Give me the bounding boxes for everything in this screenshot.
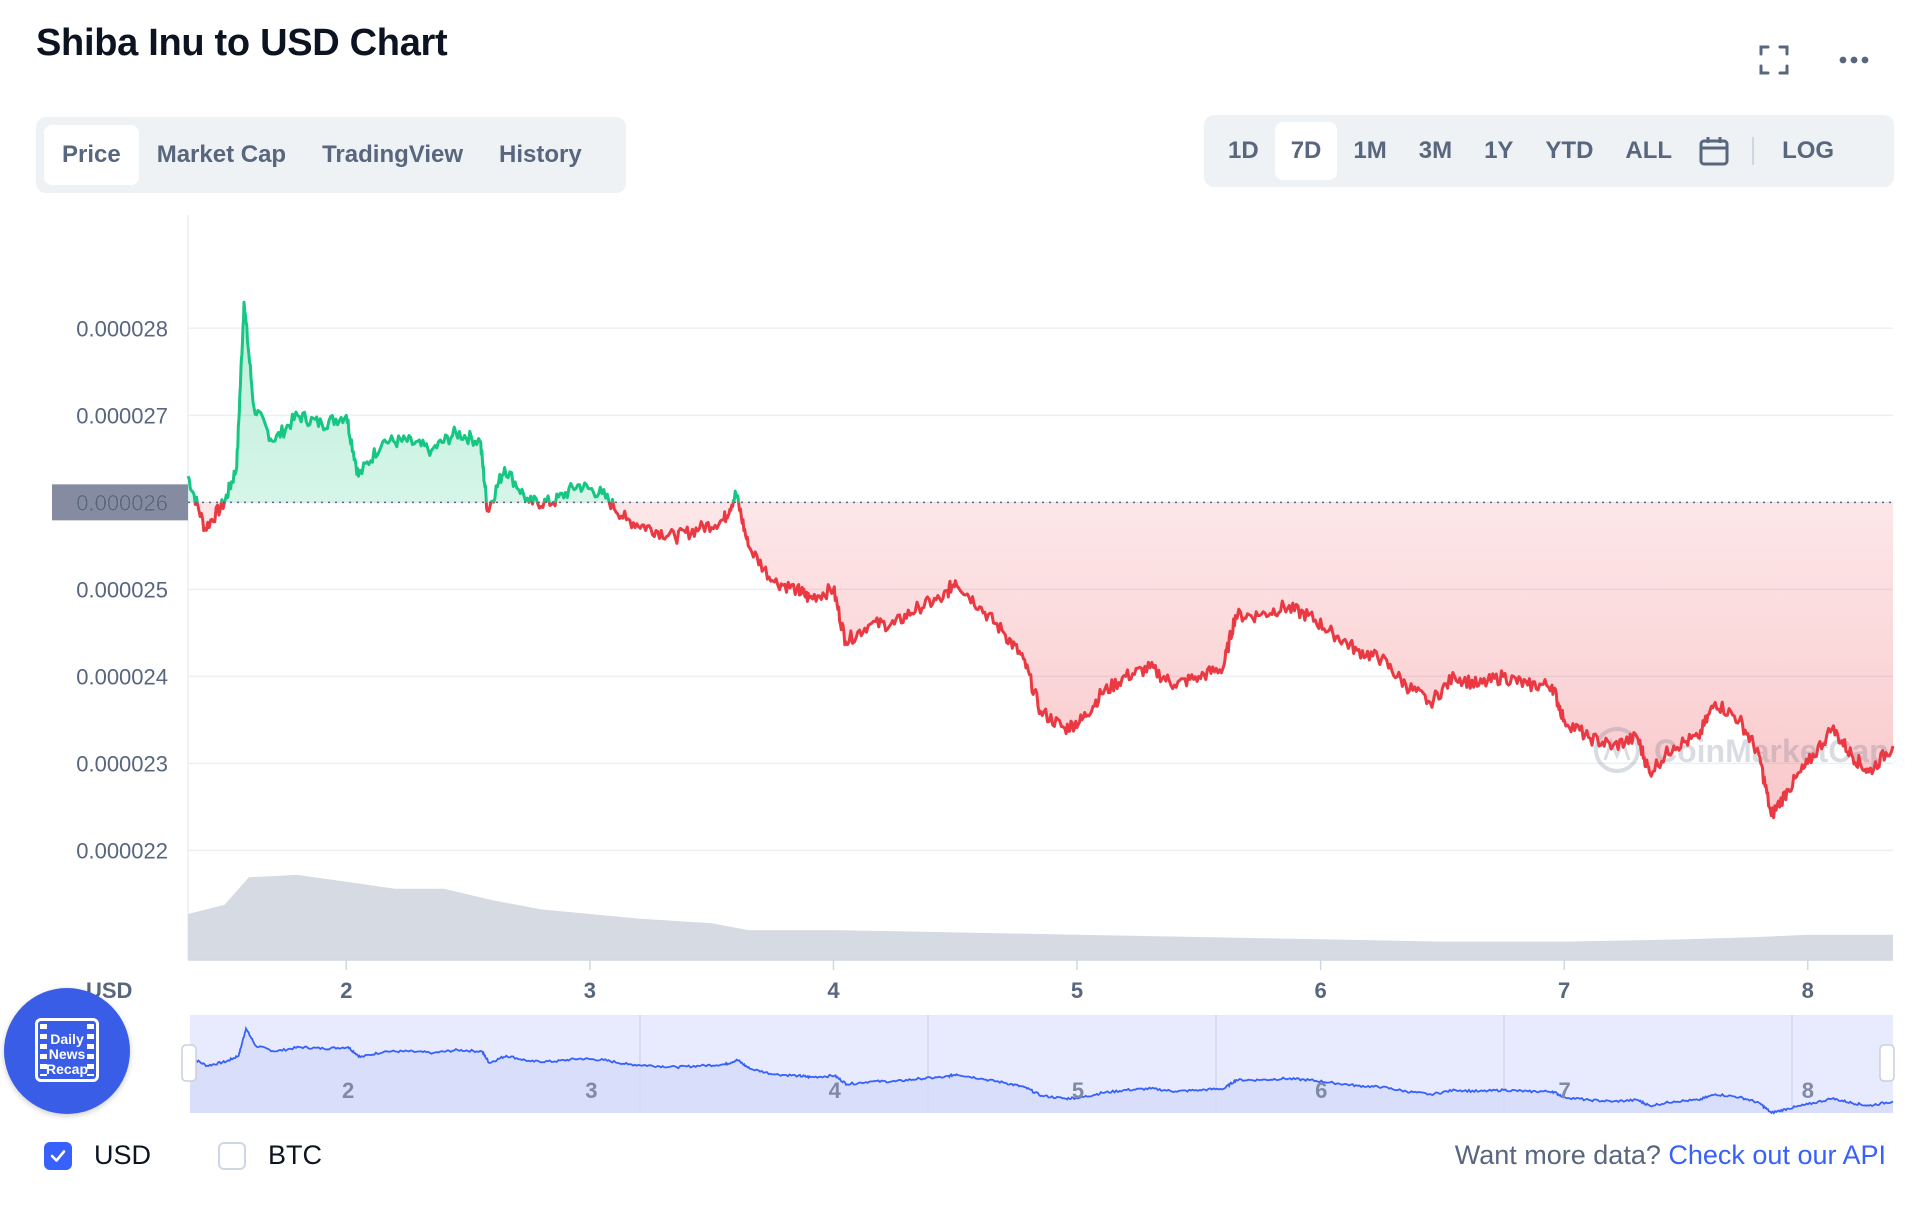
legend-btc[interactable]: BTC: [218, 1140, 322, 1171]
api-promo: Want more data? Check out our API: [1455, 1140, 1886, 1171]
price-area-up: [188, 302, 739, 503]
price-line-up: [186, 300, 741, 503]
navigator-tick-label: 4: [829, 1078, 842, 1103]
x-tick-label: 2: [340, 978, 352, 1003]
navigator-line: [189, 1025, 1894, 1115]
check-icon: [50, 1149, 66, 1162]
y-tick-label: 0.000028: [76, 316, 168, 341]
navigator-tick-label: 5: [1072, 1078, 1084, 1103]
badge-line-3: Recap: [45, 1061, 89, 1077]
daily-news-badge[interactable]: Daily News Recap: [4, 988, 130, 1114]
badge-line-1: Daily: [50, 1031, 84, 1047]
range-1y[interactable]: 1Y: [1484, 137, 1514, 164]
more-dots-icon[interactable]: [1826, 32, 1882, 88]
fullscreen-icon[interactable]: [1746, 32, 1802, 88]
api-link[interactable]: Check out our API: [1668, 1140, 1886, 1170]
navigator-tick-label: 8: [1802, 1078, 1814, 1103]
x-tick-label: 4: [827, 978, 840, 1003]
api-prompt: Want more data?: [1454, 1140, 1661, 1170]
calendar-icon[interactable]: [1688, 122, 1740, 180]
baseline-label: 0.000026: [76, 490, 168, 515]
tab-tradingview[interactable]: TradingView: [322, 141, 464, 168]
y-tick-label: 0.000024: [76, 664, 168, 689]
volume-area: [188, 874, 1893, 960]
navigator-handle-left[interactable]: [181, 1044, 197, 1082]
navigator-handle-right[interactable]: [1879, 1044, 1895, 1082]
range-ytd[interactable]: YTD: [1545, 137, 1594, 164]
range-3m[interactable]: 3M: [1418, 137, 1453, 164]
y-tick-label: 0.000023: [76, 751, 168, 776]
range-1d[interactable]: 1D: [1228, 137, 1259, 164]
navigator-tick-label: 3: [585, 1078, 597, 1103]
usd-label: USD: [94, 1140, 152, 1170]
watermark-logo-mark: [1603, 737, 1631, 761]
usd-checkbox[interactable]: [44, 1141, 72, 1170]
navigator-tick-label: 7: [1558, 1078, 1570, 1103]
navigator-tick-label: 6: [1315, 1078, 1327, 1103]
badge-line-2: News: [48, 1046, 86, 1062]
y-tick-label: 0.000027: [76, 403, 168, 428]
navigator-tick-label: 2: [342, 1078, 354, 1103]
tab-history[interactable]: History: [499, 141, 582, 168]
x-tick-label: 8: [1802, 978, 1814, 1003]
price-line-down: [193, 502, 1895, 820]
btc-label: BTC: [268, 1140, 322, 1170]
film-icon: [35, 1018, 99, 1082]
y-tick-label: 0.000022: [76, 838, 168, 863]
btc-checkbox[interactable]: [218, 1141, 246, 1170]
range-all[interactable]: ALL: [1625, 137, 1673, 164]
tab-market-cap[interactable]: Market Cap: [156, 141, 287, 168]
price-area-down: [188, 502, 1893, 818]
y-tick-label: 0.000025: [76, 577, 168, 602]
x-tick-label: 7: [1558, 978, 1570, 1003]
time-range-tabs: 1D 7D 1M 3M 1Y YTD ALL LOG: [1204, 115, 1894, 187]
log-toggle[interactable]: LOG: [1782, 137, 1835, 164]
range-1m[interactable]: 1M: [1353, 137, 1387, 164]
page-title: Shiba Inu to USD Chart: [36, 22, 448, 64]
price-chart: CoinMarketCap 0.000026 0.0000220.0000230…: [52, 215, 1895, 1115]
tab-price[interactable]: Price: [44, 125, 139, 185]
range-divider: [1752, 137, 1755, 165]
x-tick-label: 5: [1071, 978, 1083, 1003]
range-7d[interactable]: 7D: [1274, 122, 1338, 180]
watermark-logo-icon: [1594, 727, 1640, 773]
chart-type-tabs: Price Market Cap TradingView History: [36, 117, 626, 193]
legend-usd[interactable]: USD: [44, 1140, 151, 1171]
baseline-label-box: [52, 484, 188, 521]
x-tick-label: 6: [1314, 978, 1326, 1003]
x-tick-label: 3: [584, 978, 596, 1003]
y-tick-label: 0.000026: [76, 490, 168, 515]
